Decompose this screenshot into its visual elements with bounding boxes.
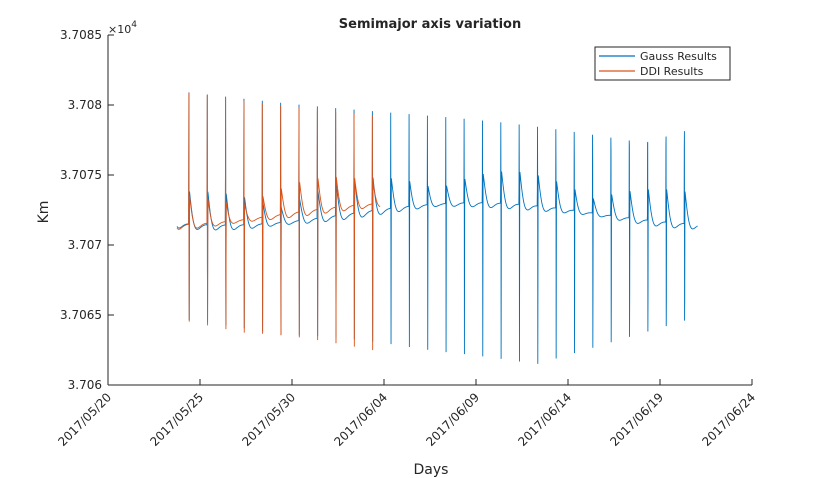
x-axis-label: Days <box>414 462 449 478</box>
y-exponent-base: ×10 <box>108 23 131 36</box>
plot-area <box>176 92 698 364</box>
chart-title: Semimajor axis variation <box>339 17 521 32</box>
legend: Gauss Results DDI Results <box>594 46 731 81</box>
y-axis-ticks: 3.706 3.7065 3.707 3.7075 3.708 3.7085 <box>60 28 114 392</box>
y-tick-label: 3.707 <box>68 238 102 252</box>
y-exponent-label: ×104 <box>108 20 137 36</box>
axes <box>107 35 752 386</box>
legend-box <box>594 46 731 81</box>
y-tick-label: 3.7065 <box>60 308 102 322</box>
series-line-gauss <box>176 92 698 364</box>
legend-entry: DDI Results <box>640 65 704 78</box>
y-exponent-power: 4 <box>131 20 137 30</box>
y-tick-label: 3.7085 <box>60 28 102 42</box>
y-tick-label: 3.708 <box>68 98 102 112</box>
y-tick-label: 3.706 <box>68 378 102 392</box>
y-tick-label: 3.7075 <box>60 168 102 182</box>
legend-entry: Gauss Results <box>640 50 717 63</box>
y-axis-label: Km <box>36 201 52 224</box>
series-line-ddi <box>176 92 381 351</box>
